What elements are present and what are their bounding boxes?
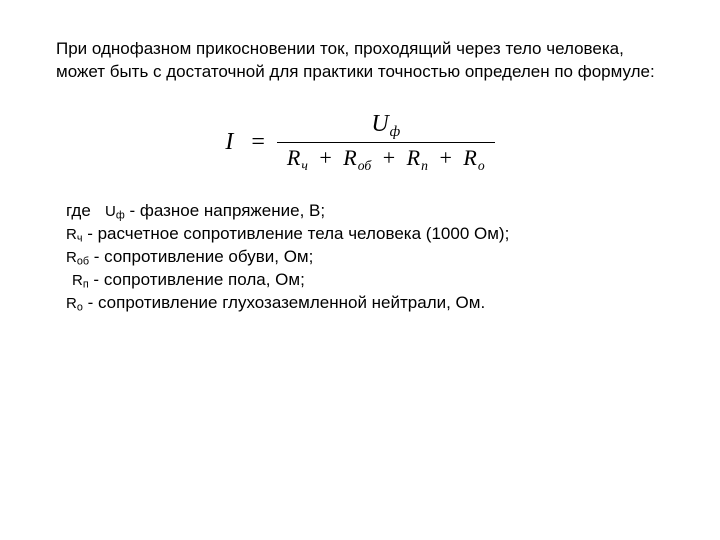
legend-sym-2-base: R: [66, 249, 77, 266]
legend-sym-1-base: R: [66, 226, 77, 243]
legend-sym-4: Rо: [66, 295, 83, 312]
legend-desc-3: сопротивление пола, Ом;: [104, 270, 305, 289]
den-term-3-sub: o: [477, 158, 485, 173]
num-base: U: [371, 111, 388, 137]
where-label: где: [66, 201, 91, 220]
legend-sep-1: -: [82, 224, 97, 243]
intro-paragraph: При однофазном прикосновении ток, проход…: [56, 38, 664, 84]
plus-0: +: [313, 145, 337, 170]
legend-sym-3-base: R: [72, 272, 83, 289]
den-term-1-sub: об: [357, 158, 372, 173]
den-term-1-base: R: [343, 145, 356, 170]
legend-sym-3: Rп: [72, 272, 89, 289]
den-term-2: Rn: [407, 145, 428, 170]
den-term-3-base: R: [463, 145, 476, 170]
legend-line-4: Rо - сопротивление глухозаземленной нейт…: [66, 292, 626, 315]
legend-line-3: Rп - сопротивление пола, Ом;: [66, 269, 626, 292]
fraction: Uф Rч + Rоб + Rn + Ro: [277, 112, 495, 172]
legend-sym-0-base: U: [105, 203, 116, 220]
den-term-3: Ro: [463, 145, 484, 170]
numerator: Uф: [277, 112, 495, 143]
legend-sep-0: -: [125, 201, 140, 220]
legend-sym-0-sub: ф: [116, 210, 125, 222]
legend-desc-1: расчетное сопротивление тела человека (1…: [98, 224, 510, 243]
den-term-0-base: R: [287, 145, 300, 170]
legend-desc-4: сопротивление глухозаземленной нейтрали,…: [98, 293, 485, 312]
den-term-1: Rоб: [343, 145, 371, 170]
legend-sym-1: Rч: [66, 226, 82, 243]
legend-sym-2: Rоб: [66, 249, 89, 266]
legend-sep-2: -: [89, 247, 104, 266]
legend: где Uф - фазное напряжение, В; Rч - расч…: [56, 200, 626, 315]
legend-sym-2-sub: об: [77, 256, 89, 268]
den-term-2-sub: n: [420, 158, 428, 173]
den-term-2-base: R: [407, 145, 420, 170]
legend-line-0: где Uф - фазное напряжение, В;: [66, 200, 626, 223]
legend-sym-4-base: R: [66, 295, 77, 312]
legend-desc-0: фазное напряжение, В;: [140, 201, 325, 220]
legend-sep-3: -: [89, 270, 104, 289]
legend-desc-2: сопротивление обуви, Ом;: [104, 247, 313, 266]
den-term-0: Rч: [287, 145, 308, 170]
legend-line-2: Rоб - сопротивление обуви, Ом;: [66, 246, 626, 269]
formula-lhs: I: [225, 130, 239, 154]
legend-sym-0: Uф: [105, 203, 125, 220]
plus-1: +: [377, 145, 401, 170]
formula-block: I = Uф Rч + Rоб + Rn + Ro: [56, 112, 664, 172]
denominator: Rч + Rоб + Rn + Ro: [277, 143, 495, 172]
num-sub: ф: [389, 124, 401, 140]
plus-2: +: [433, 145, 457, 170]
legend-sep-4: -: [83, 293, 98, 312]
den-term-0-sub: ч: [300, 158, 308, 173]
legend-line-1: Rч - расчетное сопротивление тела челове…: [66, 223, 626, 246]
formula: I = Uф Rч + Rоб + Rn + Ro: [225, 112, 494, 172]
equals-sign: =: [245, 130, 271, 154]
page: При однофазном прикосновении ток, проход…: [0, 0, 720, 540]
